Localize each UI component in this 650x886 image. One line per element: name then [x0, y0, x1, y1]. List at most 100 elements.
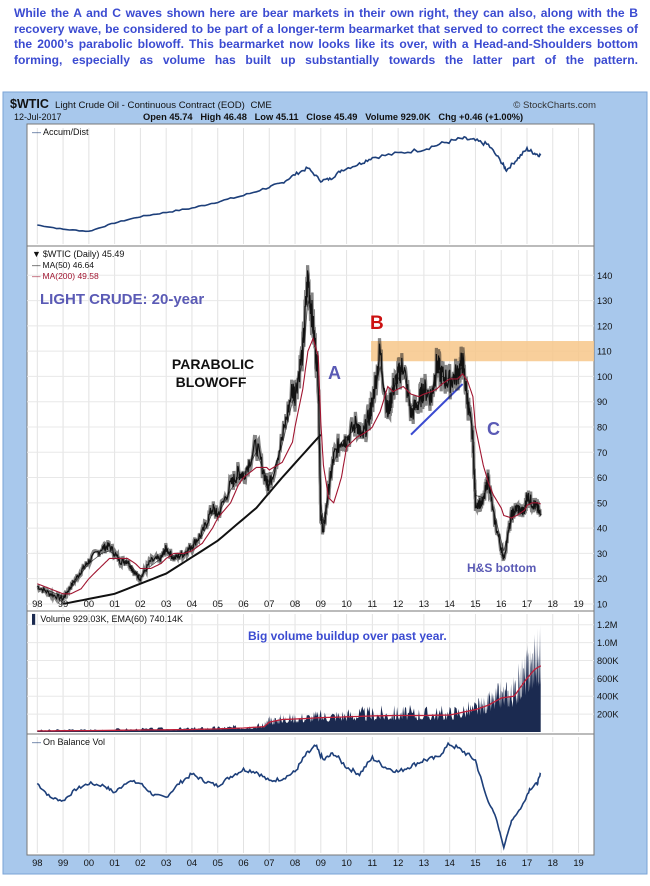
price-tick-label: 70 [597, 448, 607, 458]
x-tick-label: 15 [470, 857, 480, 868]
ma50-legend: — MA(50) 46.64 [32, 260, 94, 270]
x-tick-label: 04 [187, 857, 197, 868]
accum-dist-line [37, 135, 542, 233]
plot-area [26, 123, 595, 856]
price-tick-label: 130 [597, 296, 612, 306]
x-tick-label: 09 [316, 598, 326, 609]
x-tick-label: 01 [109, 598, 119, 609]
x-tick-label: 02 [135, 857, 145, 868]
x-tick-label: 00 [84, 598, 94, 609]
x-tick-label: 10 [341, 857, 351, 868]
x-tick-label: 11 [367, 598, 377, 609]
x-tick-label: 98 [32, 857, 42, 868]
price-tick-label: 80 [597, 422, 607, 432]
x-tick-label: 99 [58, 598, 68, 609]
volume-tick-label: 1.2M [597, 620, 617, 630]
volume-tick-label: 800K [597, 656, 619, 666]
x-tick-label: 18 [548, 598, 558, 609]
x-tick-label: 13 [419, 857, 429, 868]
price-tick-label: 140 [597, 271, 612, 281]
x-tick-label: 02 [135, 598, 145, 609]
x-tick-label: 05 [212, 598, 222, 609]
x-tick-label: 04 [187, 598, 197, 609]
x-tick-label: 18 [548, 857, 558, 868]
wave-a-label: A [328, 363, 341, 383]
volume-legend: ▌ Volume 929.03K, EMA(60) 740.14K [32, 613, 183, 625]
parabolic-curve [62, 433, 322, 605]
volume-bars [37, 624, 541, 732]
x-tick-label: 15 [470, 598, 480, 609]
rising-trendline [410, 383, 464, 436]
obv-line [36, 741, 542, 851]
x-tick-label: 17 [522, 598, 532, 609]
accum-legend: — Accum/Dist [32, 127, 89, 137]
ma200-line [37, 336, 541, 595]
price-tick-label: 20 [597, 574, 607, 584]
x-tick-label: 99 [58, 857, 68, 868]
x-tick-label: 06 [238, 598, 248, 609]
x-tick-label: 01 [109, 857, 119, 868]
hs-bottom-label: H&S bottom [467, 561, 536, 575]
volume-note: Big volume buildup over past year. [248, 629, 447, 643]
ma200-legend: — MA(200) 49.58 [32, 271, 99, 281]
exchange-label: CME [251, 100, 272, 111]
price-legend: ▼ $WTIC (Daily) 45.49 [32, 249, 124, 259]
chart-symbol: $WTIC [10, 97, 49, 111]
instrument-name: Light Crude Oil - Continuous Contract (E… [55, 100, 245, 111]
intro-paragraph: While the A and C waves shown here are b… [14, 6, 638, 67]
x-tick-label: 11 [367, 857, 377, 868]
annotation-title: LIGHT CRUDE: 20-year [40, 291, 204, 308]
volume-tick-label: 600K [597, 674, 619, 684]
stockcharts-credit: © StockCharts.com [513, 100, 596, 111]
x-tick-label: 06 [238, 857, 248, 868]
x-tick-label: 00 [84, 857, 94, 868]
x-tick-label: 16 [496, 598, 506, 609]
x-tick-label: 03 [161, 857, 171, 868]
x-tick-label: 98 [32, 598, 42, 609]
price-tick-label: 40 [597, 524, 607, 534]
x-axis-bottom: 98 99 00 01 02 03 04 05 06 07 08 09 10 11 12 13 14 15 16 17… [32, 857, 584, 868]
price-tick-label: 10 [597, 599, 607, 609]
quote-line: Open 45.74 High 46.48 Low 45.11 Close 45… [143, 112, 523, 122]
price-tick-label: 90 [597, 397, 607, 407]
x-tick-label: 19 [573, 598, 583, 609]
volume-axis: 200K 400K 600K 800K 1.0M 1.2M [597, 620, 619, 719]
x-tick-label: 12 [393, 598, 403, 609]
x-tick-label: 07 [264, 857, 274, 868]
wave-c-label: C [487, 419, 500, 439]
annotation-blowoff: BLOWOFF [176, 374, 247, 390]
x-tick-label: 07 [264, 598, 274, 609]
x-tick-label: 14 [444, 857, 454, 868]
chart-date: 12-Jul-2017 [14, 112, 62, 122]
price-tick-label: 60 [597, 473, 607, 483]
volume-tick-label: 1.0M [597, 638, 617, 648]
x-axis-middle: 98 99 00 01 02 03 04 05 06 07 08 09 10 11 12 13 14 15 16 17… [32, 598, 584, 609]
x-tick-label: 09 [316, 857, 326, 868]
volume-ema-line [37, 665, 542, 732]
wave-b-label: B [370, 313, 384, 334]
x-tick-label: 16 [496, 857, 506, 868]
price-tick-label: 50 [597, 498, 607, 508]
price-axis: 10 20 30 40 50 60 70 80 90 100 110 120 130 140 [597, 271, 612, 610]
resistance-zone [371, 341, 594, 362]
price-tick-label: 100 [597, 372, 612, 382]
obv-legend: — On Balance Vol [32, 737, 105, 747]
price-tick-label: 120 [597, 321, 612, 331]
x-tick-label: 08 [290, 598, 300, 609]
x-tick-label: 19 [573, 857, 583, 868]
x-tick-label: 03 [161, 598, 171, 609]
chart-name: Light Crude Oil - Continuous Contract (E… [55, 100, 272, 111]
price-grid [27, 250, 594, 609]
x-tick-label: 14 [444, 598, 454, 609]
x-tick-label: 05 [212, 857, 222, 868]
price-tick-label: 30 [597, 549, 607, 559]
x-tick-label: 10 [341, 598, 351, 609]
annotation-parabolic: PARABOLIC [172, 356, 254, 372]
volume-tick-label: 400K [597, 692, 619, 702]
x-tick-label: 13 [419, 598, 429, 609]
price-tick-label: 110 [597, 347, 612, 357]
x-tick-label: 17 [522, 857, 532, 868]
accum-grid [36, 128, 580, 244]
x-tick-label: 12 [393, 857, 403, 868]
